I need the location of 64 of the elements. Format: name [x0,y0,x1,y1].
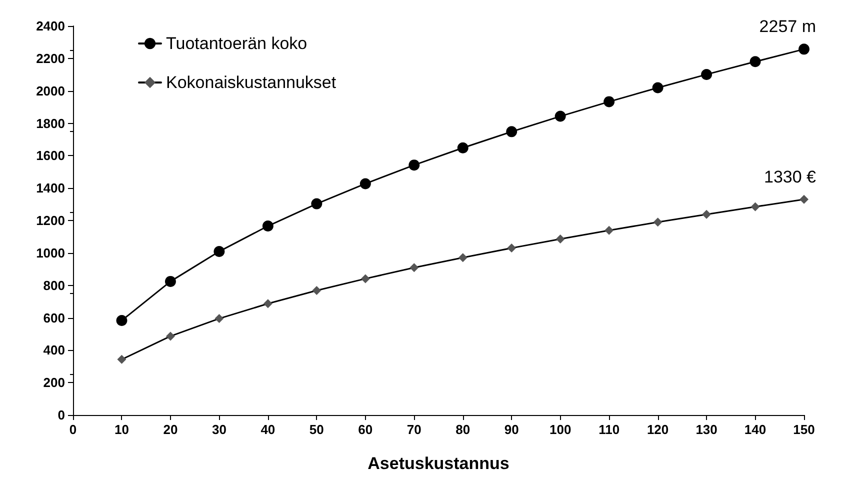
point [214,314,224,324]
x-tick-label: 80 [456,422,470,437]
y-tick-label: 1000 [36,245,65,260]
point [507,244,516,253]
point [702,210,712,219]
point [166,332,175,341]
point [164,276,176,287]
point [262,220,274,232]
x-tick-label: 110 [598,422,620,437]
y-tick-label: 1200 [36,213,65,228]
point [311,198,322,210]
x-tick-label: 60 [358,422,373,437]
point [457,142,468,154]
annotation: 1330 € [764,167,817,186]
x-tick-label: 120 [646,422,669,437]
point [116,315,128,326]
point [458,253,468,262]
point [750,56,761,68]
point [554,110,566,122]
point [653,218,662,227]
x-tick-label: 140 [744,422,766,437]
x-tick-label: 10 [114,422,129,437]
y-tick-label: 400 [43,342,65,358]
x-tick-label: 20 [163,422,178,437]
x-tick-label: 0 [69,422,77,437]
point [798,44,810,55]
point [701,68,712,80]
y-tick-label: 2400 [36,18,65,34]
point [410,263,419,272]
point [800,194,808,204]
x-tick-label: 40 [260,422,276,437]
x-axis-title: Asetuskustannus [368,454,510,473]
point [360,274,370,284]
point [604,226,614,235]
point [506,126,518,138]
y-tick-label: 0 [58,408,65,422]
y-tick-label: 600 [43,310,65,326]
x-tick-label: 30 [212,422,226,437]
legend-label: Kokonaiskustannukset [166,73,336,92]
y-tick-label: 1400 [36,180,65,196]
x-tick-label: 50 [309,422,324,437]
y-tick-label: 2000 [36,83,65,98]
y-tick-label: 2200 [36,50,65,66]
x-tick-label: 90 [504,422,519,437]
point [312,286,322,296]
y-tick-label: 200 [43,375,65,390]
point [117,354,126,364]
annotation: 2257 m [759,17,816,36]
x-tick-label: 130 [696,422,718,437]
point [408,160,420,171]
point [263,299,272,308]
x-tick-label: 100 [549,422,572,437]
legend-label: Tuotantoerän koko [166,34,308,53]
y-tick-label: 800 [43,278,65,293]
point [604,96,615,108]
point [360,178,371,190]
y-tick-label: 1600 [36,148,65,164]
x-tick-label: 70 [406,422,422,437]
y-tick-label: 1800 [36,116,65,131]
point [652,82,664,94]
x-tick-label: 150 [793,422,815,437]
point [750,202,760,212]
point [214,246,225,257]
point [556,234,565,244]
